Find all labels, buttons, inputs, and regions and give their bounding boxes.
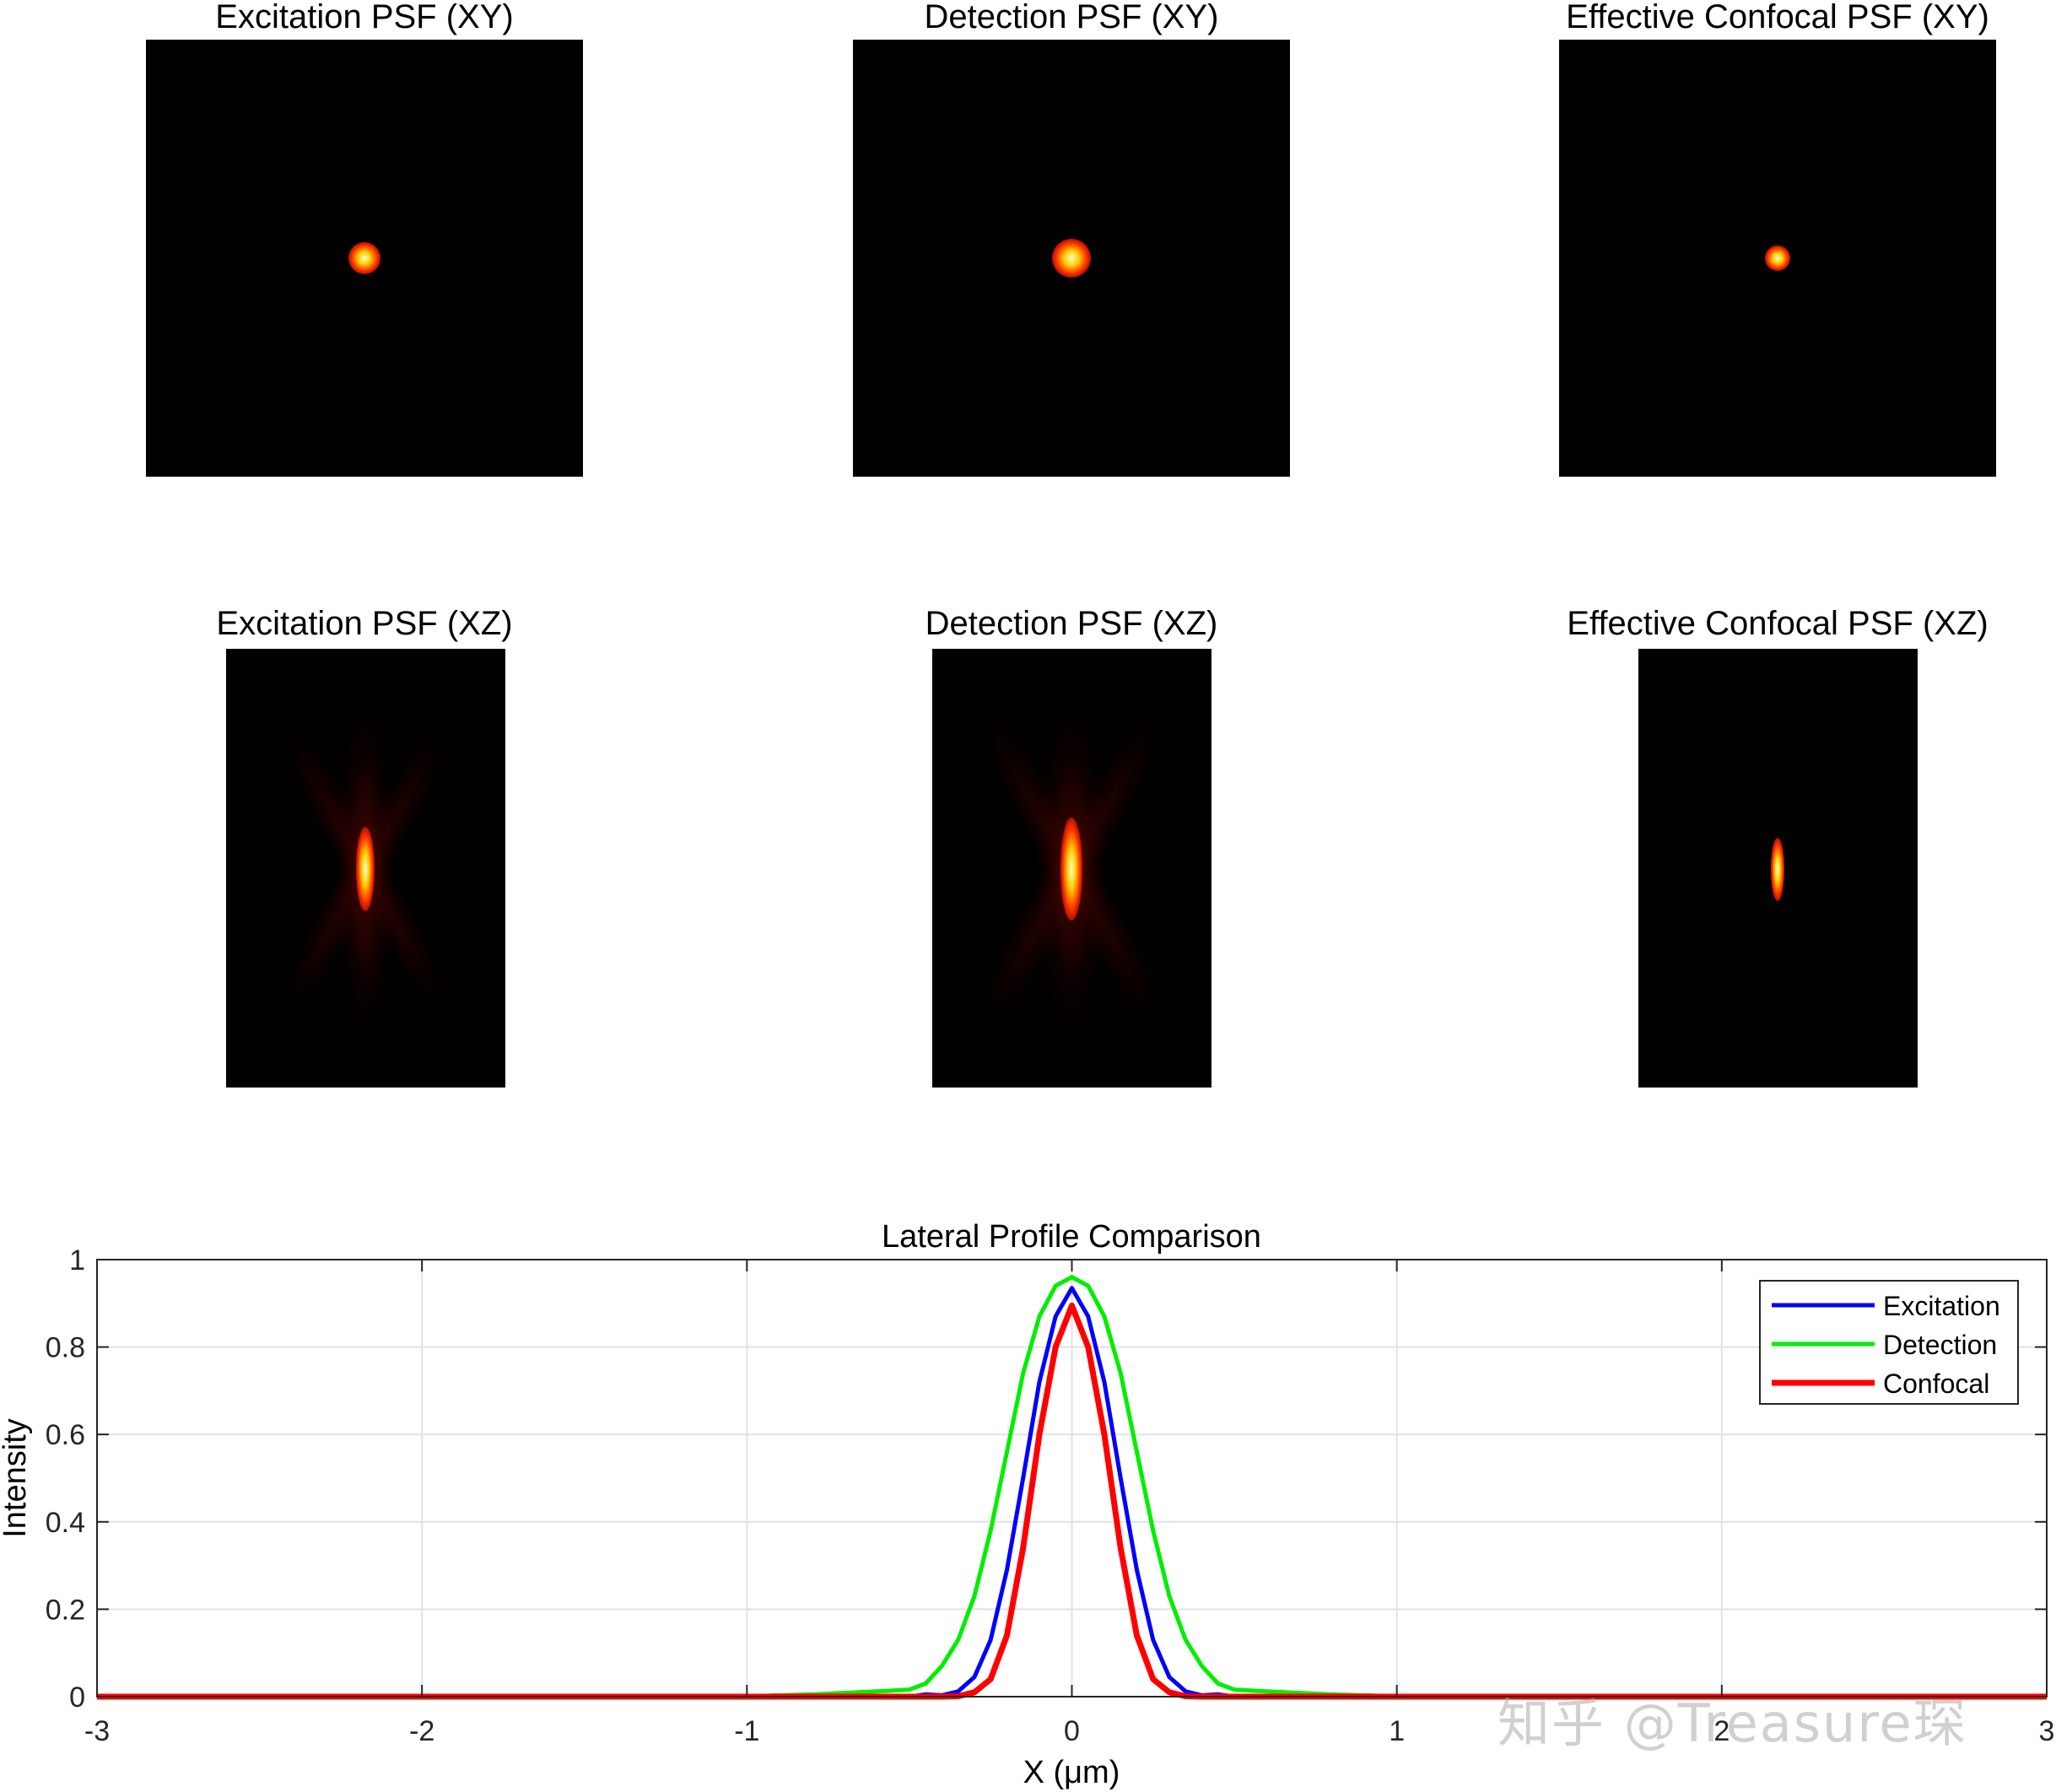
legend-label: Excitation <box>1883 1291 2000 1321</box>
x-tick-label: -2 <box>409 1715 434 1747</box>
chart-title: Lateral Profile Comparison <box>882 1219 1261 1255</box>
legend-label: Confocal <box>1883 1368 1989 1399</box>
legend-label: Detection <box>1883 1330 1997 1360</box>
y-tick-label: 0.2 <box>46 1594 85 1626</box>
excitation-xy-image <box>146 40 583 477</box>
excitation-xz-title: Excitation PSF (XZ) <box>216 605 513 642</box>
detection-xz-spot <box>1060 818 1083 920</box>
x-tick-label: -1 <box>734 1715 759 1747</box>
confocal-xy-spot <box>1765 246 1790 271</box>
y-tick-label: 0.6 <box>46 1419 85 1451</box>
x-tick-label: 1 <box>1389 1715 1405 1747</box>
watermark: 知乎 @Treasure琛 <box>1497 1692 1967 1754</box>
detection-xy-image <box>853 40 1290 477</box>
x-tick-label: 0 <box>1064 1715 1080 1747</box>
y-tick-label: 0.8 <box>46 1332 85 1364</box>
excitation-xz-image <box>226 649 505 1088</box>
y-tick-label: 1 <box>69 1244 85 1277</box>
x-tick-label: 2 <box>1713 1715 1730 1747</box>
excitation-xz-spot <box>356 827 375 911</box>
x-tick-label: 3 <box>2039 1715 2055 1747</box>
confocal-xy-image <box>1559 40 1996 477</box>
confocal-xz-title: Effective Confocal PSF (XZ) <box>1567 605 1989 642</box>
chart-series <box>96 1275 2048 1700</box>
detection-xy-title: Detection PSF (XY) <box>924 0 1219 35</box>
chart-ticks: -3 -2 -1 0 1 2 3 0 0.2 0.4 0.6 0.8 1 <box>46 1244 2055 1747</box>
detection-xz-title: Detection PSF (XZ) <box>925 605 1218 642</box>
chart-grid <box>96 1259 2048 1698</box>
detection-xy-spot <box>1051 238 1092 278</box>
series-line-excitation <box>97 1286 2047 1699</box>
confocal-xz-spot <box>1770 837 1785 901</box>
detection-xz-image <box>932 649 1211 1088</box>
x-tick-label: -3 <box>84 1715 110 1747</box>
x-axis-label: X (μm) <box>1023 1755 1120 1790</box>
y-tick-label: 0.4 <box>46 1507 85 1539</box>
excitation-xy-spot <box>348 242 380 274</box>
series-line-detection <box>96 1275 2048 1699</box>
series-line-confocal <box>97 1302 2047 1700</box>
confocal-xy-title: Effective Confocal PSF (XY) <box>1566 0 1989 35</box>
chart-legend: Excitation Detection Confocal <box>1759 1280 2019 1405</box>
y-tick-label: 0 <box>69 1681 85 1714</box>
y-axis-label: Intensity <box>0 1418 33 1538</box>
excitation-xy-title: Excitation PSF (XY) <box>215 0 514 35</box>
confocal-xz-image <box>1638 649 1918 1088</box>
